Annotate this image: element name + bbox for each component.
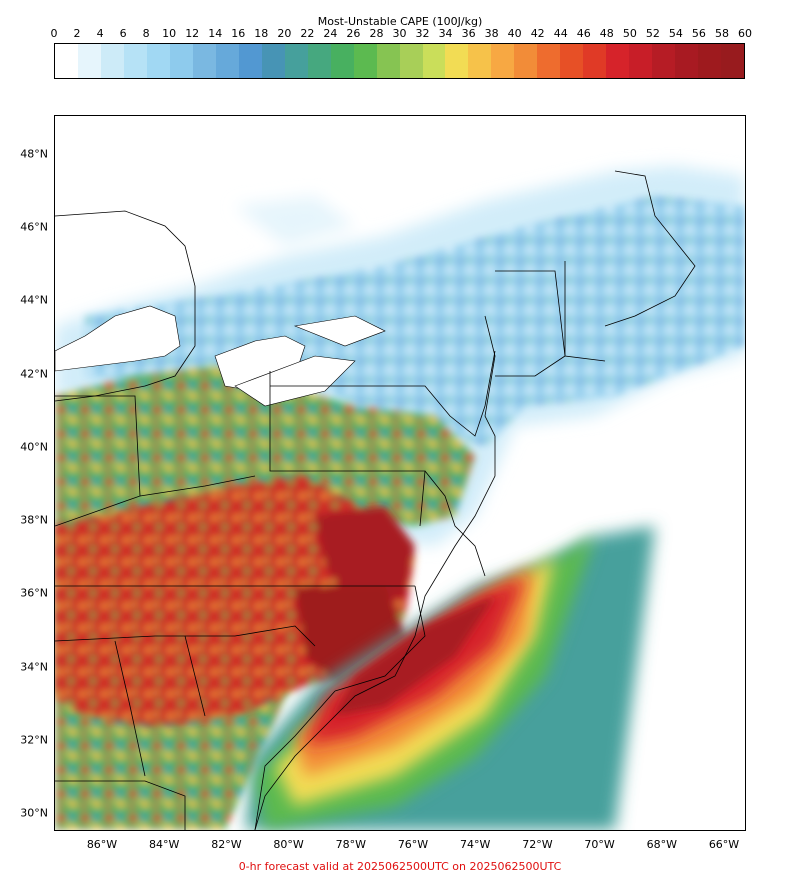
- colorbar-segment: [353, 44, 377, 78]
- colorbar-tick-label: 22: [300, 27, 315, 40]
- latitude-label: 46°N: [20, 220, 48, 234]
- latitude-label: 38°N: [20, 513, 48, 527]
- colorbar-tick-label: 8: [142, 27, 150, 40]
- colorbar-tick-label: 12: [185, 27, 200, 40]
- colorbar-tick-label: 28: [369, 27, 384, 40]
- colorbar-tick-label: 40: [507, 27, 522, 40]
- longitude-label: 78°W: [335, 838, 366, 851]
- latitude-label: 48°N: [20, 147, 48, 161]
- colorbar-segment: [238, 44, 262, 78]
- colorbar-segment: [652, 44, 676, 78]
- colorbar-tick-label: 36: [461, 27, 476, 40]
- colorbar-segment: [514, 44, 538, 78]
- great-lakes: [55, 305, 386, 407]
- longitude-label: 76°W: [397, 838, 429, 851]
- colorbar-title: Most-Unstable CAPE (100J/kg): [317, 15, 483, 28]
- longitude-label: 66°W: [708, 838, 740, 851]
- colorbar-segment: [422, 44, 446, 78]
- colorbar-tick-label: 44: [553, 27, 568, 40]
- colorbar-segment: [560, 44, 584, 78]
- longitude-label: 70°W: [584, 838, 615, 851]
- latitude-label: 44°N: [20, 293, 48, 307]
- colorbar-segment: [100, 44, 124, 78]
- longitude-label: 68°W: [646, 838, 677, 851]
- ocean-cape-plume: [245, 526, 655, 830]
- colorbar-tick-label: 52: [645, 27, 660, 40]
- colorbar-segment: [307, 44, 331, 78]
- colorbar-tick-label: 34: [438, 27, 453, 40]
- colorbar: [54, 43, 745, 79]
- colorbar-segment: [192, 44, 216, 78]
- colorbar-segment: [169, 44, 193, 78]
- latitude-label: 42°N: [20, 367, 48, 381]
- longitude-label: 84°W: [149, 838, 180, 851]
- low-cape-texture: [85, 196, 745, 446]
- longitude-label: 86°W: [86, 838, 118, 851]
- latitude-label: 32°N: [20, 733, 48, 747]
- colorbar-tick-label: 54: [668, 27, 683, 40]
- colorbar-tick-label: 42: [530, 27, 545, 40]
- cape-map: [55, 166, 745, 830]
- colorbar-tick-label: 30: [392, 27, 407, 40]
- map-panel: [54, 115, 746, 831]
- colorbar-segment: [675, 44, 699, 78]
- latitude-label: 34°N: [20, 660, 48, 674]
- colorbar-tick-label: 50: [622, 27, 637, 40]
- longitude-label: 80°W: [273, 838, 304, 851]
- colorbar-tick-label: 60: [738, 27, 752, 40]
- longitude-label: 74°W: [460, 838, 491, 851]
- colorbar-tick-label: 58: [714, 27, 729, 40]
- latitude-label: 36°N: [20, 586, 48, 600]
- colorbar-tick-label: 4: [96, 27, 104, 40]
- colorbar-segment: [537, 44, 561, 78]
- colorbar-tick-label: 16: [231, 27, 246, 40]
- longitude-label: 82°W: [211, 838, 242, 851]
- colorbar-tick-label: 0: [50, 27, 58, 40]
- colorbar-segment: [583, 44, 607, 78]
- colorbar-segment: [629, 44, 653, 78]
- colorbar-segment: [445, 44, 469, 78]
- colorbar-tick-label: 14: [208, 27, 223, 40]
- colorbar-segment: [284, 44, 308, 78]
- colorbar-tick-label: 6: [119, 27, 127, 40]
- colorbar-tick-label: 32: [415, 27, 430, 40]
- colorbar-segment: [468, 44, 492, 78]
- state-boundaries: [55, 170, 696, 830]
- colorbar-tick-label: 48: [599, 27, 614, 40]
- colorbar-tick-label: 10: [162, 27, 177, 40]
- forecast-footer: 0-hr forecast valid at 2025062500UTC on …: [238, 860, 562, 873]
- colorbar-tick-label: 18: [254, 27, 269, 40]
- colorbar-tick-label: 24: [323, 27, 338, 40]
- colorbar-segment: [399, 44, 423, 78]
- colorbar-segment: [491, 44, 515, 78]
- colorbar-segment: [215, 44, 239, 78]
- latitude-label: 40°N: [20, 440, 48, 454]
- colorbar-tick-label: 56: [691, 27, 706, 40]
- colorbar-segment: [376, 44, 400, 78]
- latitude-label: 30°N: [20, 806, 48, 820]
- colorbar-segment: [146, 44, 170, 78]
- colorbar-segment: [330, 44, 354, 78]
- longitude-label: 72°W: [522, 838, 553, 851]
- colorbar-tick-label: 46: [576, 27, 591, 40]
- colorbar-segment: [606, 44, 630, 78]
- colorbar-tick-label: 38: [484, 27, 499, 40]
- colorbar-tick-label: 2: [73, 27, 81, 40]
- colorbar-tick-label: 26: [346, 27, 361, 40]
- colorbar-segment: [721, 44, 745, 78]
- colorbar-tick-label: 20: [277, 27, 292, 40]
- colorbar-segment: [55, 44, 78, 78]
- colorbar-segment: [123, 44, 147, 78]
- colorbar-segment: [698, 44, 722, 78]
- colorbar-segment: [77, 44, 101, 78]
- colorbar-segment: [261, 44, 285, 78]
